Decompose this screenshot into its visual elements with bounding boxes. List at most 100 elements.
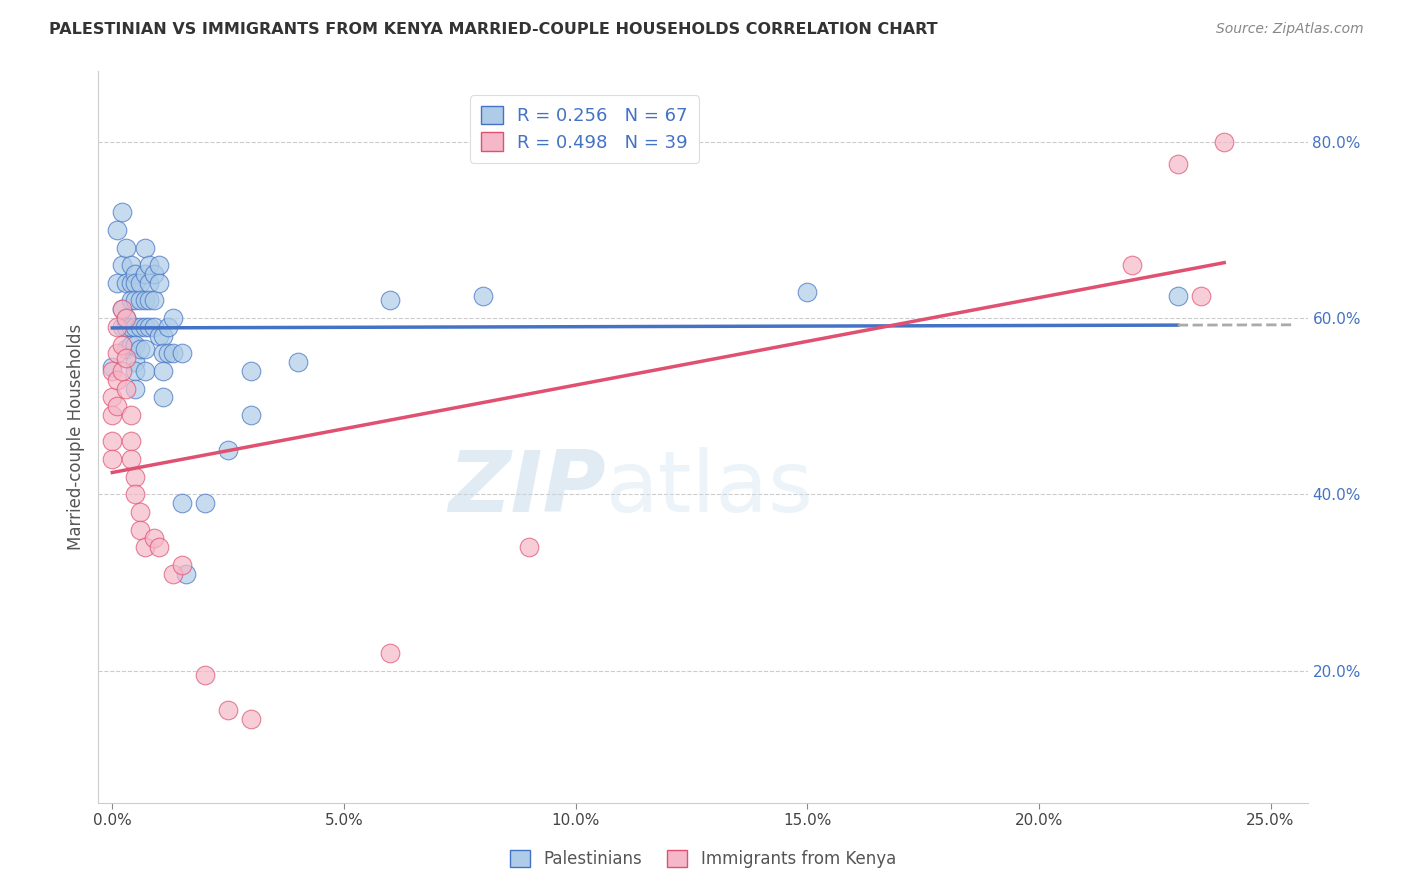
Point	[124, 364, 146, 378]
Point	[124, 267, 146, 281]
Point	[152, 328, 174, 343]
Point	[105, 346, 128, 360]
Point	[115, 311, 138, 326]
Point	[101, 391, 124, 405]
Point	[120, 276, 142, 290]
Point	[120, 320, 142, 334]
Point	[110, 302, 132, 317]
Point	[134, 293, 156, 308]
Point	[115, 342, 138, 356]
Point	[194, 496, 217, 510]
Point	[110, 320, 132, 334]
Legend: Palestinians, Immigrants from Kenya: Palestinians, Immigrants from Kenya	[503, 843, 903, 875]
Point	[115, 351, 138, 365]
Point	[129, 276, 152, 290]
Point	[170, 558, 193, 572]
Text: Source: ZipAtlas.com: Source: ZipAtlas.com	[1216, 22, 1364, 37]
Point	[138, 293, 160, 308]
Point	[120, 293, 142, 308]
Point	[101, 408, 124, 422]
Point	[101, 434, 124, 449]
Text: ZIP: ZIP	[449, 447, 606, 530]
Point	[170, 496, 193, 510]
Point	[156, 346, 179, 360]
Point	[217, 703, 239, 717]
Y-axis label: Married-couple Households: Married-couple Households	[66, 324, 84, 550]
Point	[120, 408, 142, 422]
Point	[162, 346, 184, 360]
Point	[129, 505, 152, 519]
Text: atlas: atlas	[606, 447, 814, 530]
Point	[105, 373, 128, 387]
Point	[124, 337, 146, 351]
Point	[101, 359, 124, 374]
Text: PALESTINIAN VS IMMIGRANTS FROM KENYA MARRIED-COUPLE HOUSEHOLDS CORRELATION CHART: PALESTINIAN VS IMMIGRANTS FROM KENYA MAR…	[49, 22, 938, 37]
Point	[143, 293, 166, 308]
Point	[134, 342, 156, 356]
Point	[129, 523, 152, 537]
Point	[380, 646, 402, 660]
Point	[1213, 135, 1236, 149]
Point	[134, 267, 156, 281]
Legend: R = 0.256   N = 67, R = 0.498   N = 39: R = 0.256 N = 67, R = 0.498 N = 39	[470, 95, 699, 162]
Point	[287, 355, 309, 369]
Point	[176, 566, 198, 581]
Point	[129, 320, 152, 334]
Point	[240, 712, 263, 726]
Point	[120, 452, 142, 467]
Point	[240, 364, 263, 378]
Point	[148, 540, 170, 554]
Point	[110, 258, 132, 272]
Point	[120, 337, 142, 351]
Point	[115, 311, 138, 326]
Point	[124, 382, 146, 396]
Point	[162, 311, 184, 326]
Point	[110, 337, 132, 351]
Point	[124, 469, 146, 483]
Point	[152, 346, 174, 360]
Point	[134, 540, 156, 554]
Point	[110, 302, 132, 317]
Point	[194, 668, 217, 682]
Point	[120, 258, 142, 272]
Point	[124, 487, 146, 501]
Point	[129, 342, 152, 356]
Point	[124, 355, 146, 369]
Point	[148, 258, 170, 272]
Point	[134, 320, 156, 334]
Point	[110, 364, 132, 378]
Point	[240, 408, 263, 422]
Point	[380, 293, 402, 308]
Point	[138, 276, 160, 290]
Point	[134, 364, 156, 378]
Point	[148, 328, 170, 343]
Point	[217, 443, 239, 458]
Point	[152, 364, 174, 378]
Point	[1121, 258, 1143, 272]
Point	[134, 241, 156, 255]
Point	[101, 364, 124, 378]
Point	[1189, 289, 1212, 303]
Point	[124, 293, 146, 308]
Point	[101, 452, 124, 467]
Point	[170, 346, 193, 360]
Point	[120, 434, 142, 449]
Point	[138, 320, 160, 334]
Point	[115, 241, 138, 255]
Point	[517, 540, 540, 554]
Point	[129, 293, 152, 308]
Point	[105, 223, 128, 237]
Point	[124, 276, 146, 290]
Point	[156, 320, 179, 334]
Point	[115, 382, 138, 396]
Point	[471, 289, 494, 303]
Point	[138, 258, 160, 272]
Point	[143, 532, 166, 546]
Point	[105, 399, 128, 413]
Point	[152, 391, 174, 405]
Point	[1167, 157, 1189, 171]
Point	[143, 320, 166, 334]
Point	[796, 285, 818, 299]
Point	[105, 276, 128, 290]
Point	[110, 205, 132, 219]
